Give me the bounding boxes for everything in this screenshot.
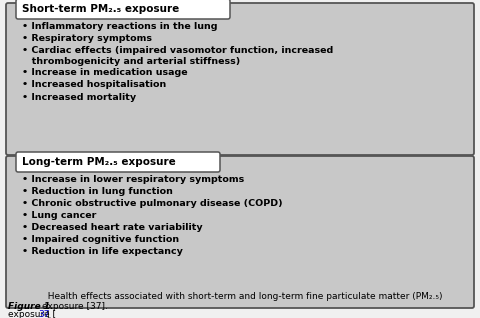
Text: • Increase in medication usage: • Increase in medication usage bbox=[22, 68, 188, 77]
Text: exposure [: exposure [ bbox=[8, 310, 56, 318]
Text: • Decreased heart rate variability: • Decreased heart rate variability bbox=[22, 223, 203, 232]
Text: • Respiratory symptoms: • Respiratory symptoms bbox=[22, 34, 152, 43]
Text: • Lung cancer: • Lung cancer bbox=[22, 211, 96, 220]
Text: Figure 1.: Figure 1. bbox=[8, 302, 53, 311]
Text: • Increase in lower respiratory symptoms: • Increase in lower respiratory symptoms bbox=[22, 175, 244, 184]
FancyBboxPatch shape bbox=[16, 152, 220, 172]
Text: Long-term PM₂.₅ exposure: Long-term PM₂.₅ exposure bbox=[22, 157, 176, 167]
FancyBboxPatch shape bbox=[16, 0, 230, 19]
Text: • Chronic obstructive pulmonary disease (COPD): • Chronic obstructive pulmonary disease … bbox=[22, 199, 283, 208]
Text: • Cardiac effects (impaired vasomotor function, increased
   thrombogenicity and: • Cardiac effects (impaired vasomotor fu… bbox=[22, 46, 333, 66]
Text: 37: 37 bbox=[38, 310, 49, 318]
Text: Short-term PM₂.₅ exposure: Short-term PM₂.₅ exposure bbox=[22, 4, 179, 14]
Text: • Impaired cognitive function: • Impaired cognitive function bbox=[22, 235, 179, 244]
Text: • Reduction in life expectancy: • Reduction in life expectancy bbox=[22, 247, 183, 256]
Text: • Increased hospitalisation: • Increased hospitalisation bbox=[22, 80, 166, 89]
Text: ].: ]. bbox=[45, 310, 51, 318]
FancyBboxPatch shape bbox=[6, 3, 474, 155]
Text: • Increased mortality: • Increased mortality bbox=[22, 93, 136, 102]
Text: • Inflammatory reactions in the lung: • Inflammatory reactions in the lung bbox=[22, 22, 217, 31]
FancyBboxPatch shape bbox=[6, 156, 474, 308]
Text: • Reduction in lung function: • Reduction in lung function bbox=[22, 187, 173, 196]
Text: Health effects associated with short-term and long-term fine particulate matter : Health effects associated with short-ter… bbox=[42, 292, 443, 311]
